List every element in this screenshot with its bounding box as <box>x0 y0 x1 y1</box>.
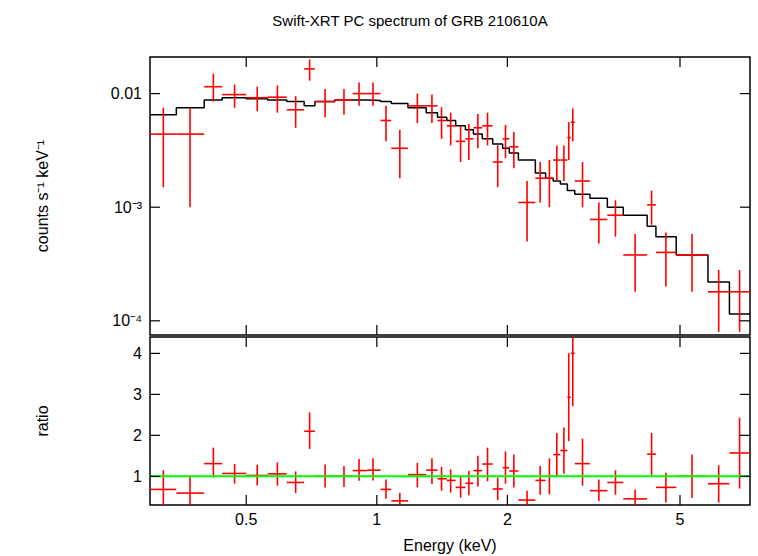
svg-text:10⁻³: 10⁻³ <box>114 199 143 216</box>
svg-text:2: 2 <box>503 511 512 528</box>
svg-text:1: 1 <box>372 511 381 528</box>
svg-text:Swift-XRT PC spectrum of GRB 2: Swift-XRT PC spectrum of GRB 210610A <box>272 12 547 29</box>
svg-text:2: 2 <box>133 427 142 444</box>
svg-text:0.5: 0.5 <box>235 511 257 528</box>
svg-text:5: 5 <box>676 511 685 528</box>
svg-text:10⁻⁴: 10⁻⁴ <box>112 312 142 329</box>
svg-text:0.01: 0.01 <box>111 85 142 102</box>
svg-text:4: 4 <box>133 345 142 362</box>
svg-text:counts s⁻¹ keV⁻¹: counts s⁻¹ keV⁻¹ <box>34 140 51 252</box>
svg-text:1: 1 <box>133 468 142 485</box>
svg-text:ratio: ratio <box>34 405 51 436</box>
svg-text:Energy (keV): Energy (keV) <box>403 537 496 554</box>
svg-text:3: 3 <box>133 386 142 403</box>
